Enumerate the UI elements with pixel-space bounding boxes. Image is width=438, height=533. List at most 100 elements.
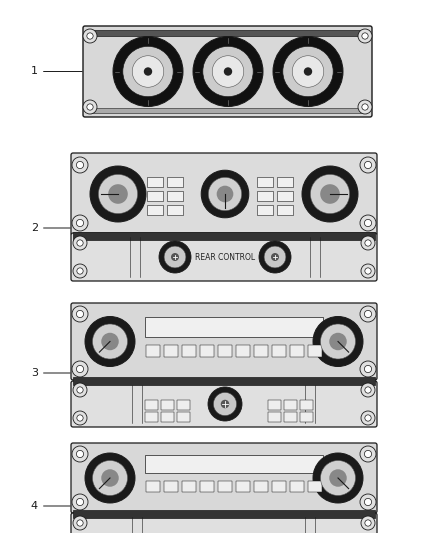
Circle shape xyxy=(365,240,371,246)
Text: REAR CONTROL: REAR CONTROL xyxy=(195,253,255,262)
Circle shape xyxy=(217,185,233,203)
FancyBboxPatch shape xyxy=(71,513,377,533)
Circle shape xyxy=(159,241,191,273)
Bar xyxy=(73,510,375,518)
Bar xyxy=(218,481,232,492)
Circle shape xyxy=(313,453,363,503)
Bar xyxy=(164,481,178,492)
Circle shape xyxy=(213,392,237,416)
Bar xyxy=(272,344,286,357)
FancyBboxPatch shape xyxy=(71,153,377,235)
Circle shape xyxy=(101,469,119,487)
Circle shape xyxy=(73,236,87,250)
Circle shape xyxy=(364,498,371,506)
Circle shape xyxy=(259,241,291,273)
Circle shape xyxy=(83,100,97,114)
Circle shape xyxy=(77,415,83,421)
Circle shape xyxy=(362,33,368,39)
Bar xyxy=(89,30,366,36)
Bar xyxy=(167,177,183,187)
Bar xyxy=(161,400,174,410)
Circle shape xyxy=(132,56,164,87)
Circle shape xyxy=(85,453,135,503)
Bar xyxy=(236,344,250,357)
Bar xyxy=(284,412,297,422)
Bar xyxy=(145,400,158,410)
Bar xyxy=(167,205,183,215)
Circle shape xyxy=(360,306,376,322)
Bar xyxy=(290,344,304,357)
Circle shape xyxy=(365,415,371,421)
Circle shape xyxy=(364,161,371,168)
Text: 2: 2 xyxy=(31,223,70,233)
Circle shape xyxy=(73,411,87,425)
Bar xyxy=(73,232,375,240)
Circle shape xyxy=(92,324,127,359)
Circle shape xyxy=(313,317,363,367)
Bar xyxy=(300,412,313,422)
Bar xyxy=(268,412,281,422)
Bar xyxy=(164,344,178,357)
Circle shape xyxy=(212,56,244,87)
Bar xyxy=(300,400,313,410)
Bar xyxy=(290,481,304,492)
Circle shape xyxy=(101,333,119,350)
Circle shape xyxy=(99,174,138,214)
Circle shape xyxy=(92,461,127,496)
FancyBboxPatch shape xyxy=(71,443,377,513)
FancyBboxPatch shape xyxy=(71,381,377,427)
Circle shape xyxy=(72,157,88,173)
Bar xyxy=(161,412,174,422)
Text: 1: 1 xyxy=(31,67,82,77)
Circle shape xyxy=(164,246,186,268)
Circle shape xyxy=(193,36,263,107)
Circle shape xyxy=(264,246,286,268)
FancyBboxPatch shape xyxy=(71,233,377,281)
Circle shape xyxy=(77,387,83,393)
Text: 4: 4 xyxy=(31,501,70,511)
Bar xyxy=(277,191,293,201)
Bar xyxy=(145,412,158,422)
Circle shape xyxy=(224,67,232,76)
Bar xyxy=(272,481,286,492)
Circle shape xyxy=(87,104,93,110)
Bar xyxy=(145,455,323,473)
Circle shape xyxy=(72,361,88,377)
Bar xyxy=(268,400,281,410)
Circle shape xyxy=(361,264,375,278)
Bar xyxy=(200,344,214,357)
Circle shape xyxy=(208,177,242,211)
Circle shape xyxy=(304,67,312,76)
Circle shape xyxy=(364,450,371,458)
Bar xyxy=(200,481,214,492)
Circle shape xyxy=(365,520,371,526)
Circle shape xyxy=(73,383,87,397)
Bar xyxy=(257,177,273,187)
Circle shape xyxy=(283,46,333,96)
Circle shape xyxy=(208,387,242,421)
Bar xyxy=(147,205,163,215)
Circle shape xyxy=(77,520,83,526)
Bar xyxy=(182,344,196,357)
Circle shape xyxy=(364,366,371,373)
Circle shape xyxy=(108,184,128,204)
Circle shape xyxy=(201,170,249,218)
Circle shape xyxy=(311,174,350,214)
Circle shape xyxy=(361,411,375,425)
Circle shape xyxy=(365,268,371,274)
Circle shape xyxy=(76,498,84,506)
Circle shape xyxy=(77,268,83,274)
Bar xyxy=(73,377,375,385)
Circle shape xyxy=(329,333,347,350)
Bar xyxy=(145,317,323,336)
Bar xyxy=(177,400,190,410)
Circle shape xyxy=(76,366,84,373)
Circle shape xyxy=(273,36,343,107)
Circle shape xyxy=(72,306,88,322)
Circle shape xyxy=(77,240,83,246)
Circle shape xyxy=(72,215,88,231)
Bar xyxy=(147,191,163,201)
Bar xyxy=(254,344,268,357)
Bar xyxy=(146,481,160,492)
Circle shape xyxy=(123,46,173,96)
